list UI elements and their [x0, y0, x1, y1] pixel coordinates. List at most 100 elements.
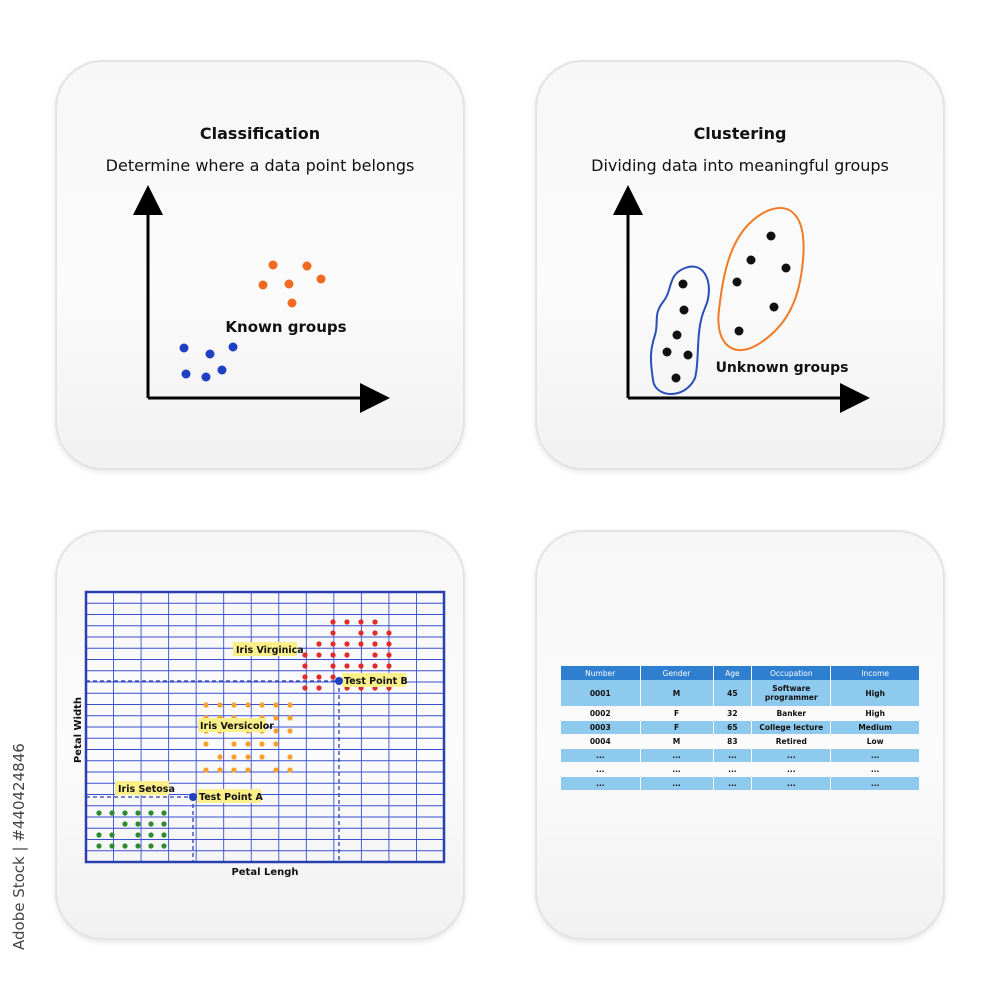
virginica-point [302, 674, 308, 680]
iris-chart-card: Iris Virginica Iris Versicolor Iris Seto… [55, 530, 465, 940]
test-point-b [335, 677, 343, 685]
virginica-point [386, 652, 392, 658]
header-cell: Occupation [752, 666, 831, 680]
cell: Low [866, 737, 884, 746]
setosa-point [135, 832, 141, 838]
data-table: Number Gender Age Occupation Income 0001… [560, 666, 920, 790]
cell: 0001 [561, 680, 640, 706]
virginica-point [302, 652, 308, 658]
virginica-point [358, 663, 364, 669]
stock-id-text: Adobe Stock | #440424846 [10, 743, 28, 950]
setosa-point [161, 821, 167, 827]
table-row: 0002 F 32 Banker High [561, 706, 919, 721]
cluster-point [671, 373, 681, 383]
virginica-point [316, 641, 322, 647]
virginica-point [302, 663, 308, 669]
label-bg [197, 789, 261, 803]
y-axis-label: Petal Width [73, 697, 84, 763]
versicolor-point [287, 728, 293, 734]
cell: F [640, 721, 713, 734]
setosa-point [109, 832, 115, 838]
versicolor-point [259, 741, 265, 747]
virginica-point [330, 619, 336, 625]
cell: 45 [713, 680, 752, 706]
cell: ... [728, 765, 737, 774]
table-row: 0003 F 65 College lecture Medium [561, 721, 919, 734]
setosa-point [148, 832, 154, 838]
x-axis-label: Petal Lengh [231, 867, 298, 878]
table-header-row: Number Gender Age Occupation Income [561, 666, 919, 680]
clustering-title: Clustering [693, 124, 787, 143]
setosa-point [109, 843, 115, 849]
label-bg [342, 673, 406, 687]
cluster-point [769, 302, 779, 312]
virginica-point [372, 630, 378, 636]
label-versicolor: Iris Versicolor [200, 721, 274, 732]
virginica-point [330, 641, 336, 647]
virginica-point [344, 641, 350, 647]
known-groups-label: Known groups [225, 318, 346, 336]
chart-border [84, 590, 446, 864]
setosa-point [96, 832, 102, 838]
classification-subtitle: Determine where a data point belongs [105, 156, 415, 175]
cluster-point [679, 305, 689, 315]
header-cell: Income [831, 666, 919, 680]
orange-point [284, 279, 294, 289]
clustering-diagram: Unknown groups [613, 185, 870, 413]
versicolor-point [231, 767, 237, 773]
cell: 32 [727, 709, 738, 718]
cell: Software programmer [752, 680, 831, 706]
setosa-point [148, 843, 154, 849]
label-bg [115, 781, 169, 795]
label-setosa: Iris Setosa [118, 784, 175, 795]
cluster-point [662, 347, 672, 357]
orange-cluster-points [732, 231, 791, 336]
cluster-point [678, 279, 688, 289]
versicolor-point [245, 702, 251, 708]
setosa-point [135, 843, 141, 849]
virginica-point [372, 641, 378, 647]
blue-point [181, 369, 191, 379]
cluster-point [781, 263, 791, 273]
header-cell: Gender [640, 666, 713, 680]
blue-point [201, 372, 211, 382]
data-table-card: Number Gender Age Occupation Income 0001… [535, 530, 945, 940]
setosa-point [135, 810, 141, 816]
versicolor-point [203, 702, 209, 708]
cell: M [672, 737, 681, 746]
unknown-groups-label: Unknown groups [716, 360, 849, 376]
cell: ... [640, 749, 713, 762]
versicolor-point [273, 702, 279, 708]
clustering-card: Clustering Dividing data into meaningful… [535, 60, 945, 470]
cluster-point [732, 277, 742, 287]
setosa-point [161, 832, 167, 838]
label-test-a: Test Point A [199, 792, 264, 803]
versicolor-point [217, 767, 223, 773]
cell: M [640, 680, 713, 706]
virginica-point [372, 663, 378, 669]
orange-point [302, 261, 312, 271]
cell: Banker [776, 709, 807, 718]
setosa-point [96, 843, 102, 849]
label-bg [198, 718, 266, 732]
versicolor-point [245, 767, 251, 773]
setosa-point [122, 843, 128, 849]
virginica-point [344, 663, 350, 669]
label-bg [233, 642, 297, 656]
virginica-point [302, 685, 308, 691]
cell: ... [595, 765, 605, 774]
cell: 0002 [589, 709, 611, 718]
virginica-point [344, 652, 350, 658]
blue-point [179, 343, 189, 353]
classification-diagram: Known groups [133, 185, 390, 413]
cell: ... [752, 777, 831, 790]
cell: ... [713, 749, 752, 762]
blue-group [179, 342, 238, 382]
setosa-point [148, 821, 154, 827]
virginica-point [330, 652, 336, 658]
versicolor-point [245, 741, 251, 747]
orange-group [258, 260, 326, 308]
versicolor-point [203, 741, 209, 747]
cluster-point [746, 255, 756, 265]
blue-point [205, 349, 215, 359]
